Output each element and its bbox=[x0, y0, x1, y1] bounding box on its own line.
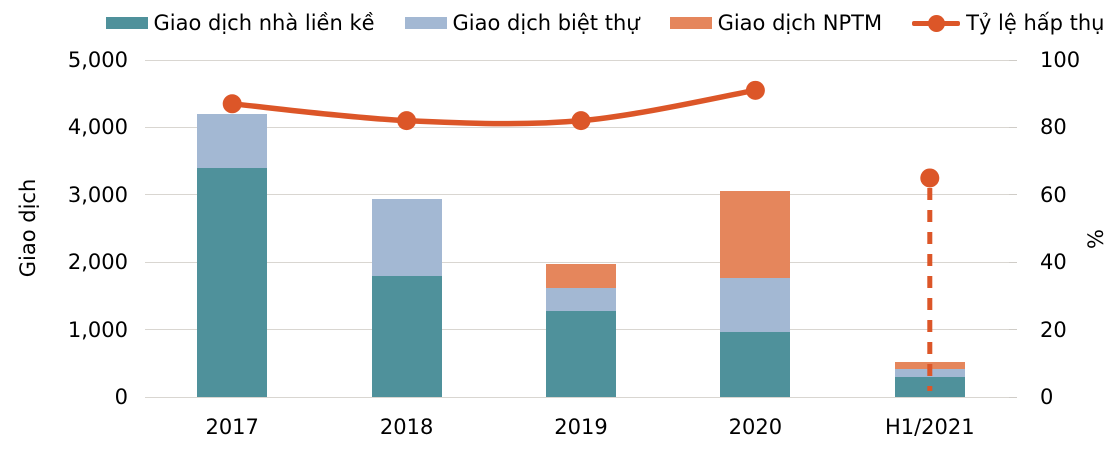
y2-tick-mark bbox=[1009, 261, 1017, 263]
y2-axis-title: % bbox=[1084, 229, 1108, 249]
y2-tick-label: 0 bbox=[1040, 385, 1054, 409]
legend-label: Giao dịch nhà liền kề bbox=[153, 11, 375, 35]
bar-segment-biet-thu bbox=[371, 198, 442, 276]
legend-label: Tỷ lệ hấp thụ bbox=[966, 11, 1105, 35]
chart-legend: Giao dịch nhà liền kề Giao dịch biệt thự G… bbox=[105, 8, 1105, 38]
bar-segment-biet-thu bbox=[894, 369, 965, 378]
bar-segment-nha-lien-ke bbox=[720, 331, 791, 397]
bar-segment-nha-lien-ke bbox=[371, 275, 442, 397]
bar-segment-biet-thu bbox=[197, 113, 268, 168]
y2-tick-mark bbox=[1009, 329, 1017, 331]
y2-tick-label: 20 bbox=[1040, 317, 1067, 342]
bar-segment-nha-lien-ke bbox=[546, 310, 616, 397]
legend-swatch-icon bbox=[105, 17, 148, 29]
y2-tick-label: 40 bbox=[1040, 250, 1067, 275]
bar-segment-nha-lien-ke bbox=[894, 377, 965, 397]
legend-item-nptm: Giao dịch NPTM bbox=[669, 8, 883, 38]
legend-item-ty-le-hap-thu: Tỷ lệ hấp thụ bbox=[912, 8, 1105, 38]
x-tick-label: H1/2021 bbox=[884, 415, 975, 439]
bar-segment-nptm bbox=[894, 361, 965, 370]
y-tick-label: 3,000 bbox=[67, 182, 128, 207]
y-tick-label: 1,000 bbox=[67, 317, 128, 342]
bar-segment-biet-thu bbox=[546, 287, 616, 311]
x-tick-label: 2018 bbox=[379, 415, 434, 439]
x-tick-label: 2019 bbox=[554, 415, 608, 439]
y2-tick-mark bbox=[1009, 59, 1017, 61]
absorption-marker bbox=[222, 94, 242, 114]
y-tick-label: 4,000 bbox=[67, 115, 128, 140]
y-tick-label: 5,000 bbox=[67, 48, 128, 72]
bar-segment-nha-lien-ke bbox=[197, 167, 268, 397]
bar-segment-nptm bbox=[546, 263, 616, 288]
gridline bbox=[145, 261, 1017, 263]
bar-segment-nptm bbox=[720, 190, 791, 279]
y2-tick-label: 100 bbox=[1040, 48, 1081, 72]
legend-line-marker-icon bbox=[912, 13, 961, 33]
absorption-marker bbox=[745, 80, 765, 100]
y-tick-label: 0 bbox=[114, 385, 128, 409]
gridline bbox=[145, 59, 1017, 61]
y2-tick-label: 60 bbox=[1040, 182, 1067, 207]
gridline bbox=[145, 126, 1017, 128]
absorption-line bbox=[229, 87, 759, 127]
y-tick-label: 2,000 bbox=[67, 250, 128, 275]
y2-tick-label: 80 bbox=[1040, 115, 1067, 140]
legend-label: Giao dịch biệt thự bbox=[452, 11, 640, 35]
x-tick-label: 2017 bbox=[205, 415, 259, 439]
gridline bbox=[145, 396, 1017, 398]
bar-segment-biet-thu bbox=[720, 278, 791, 332]
y2-tick-mark bbox=[1009, 194, 1017, 196]
absorption-marker bbox=[920, 168, 940, 188]
legend-item-biet-thu: Giao dịch biệt thự bbox=[404, 8, 640, 38]
legend-item-nha-lien-ke: Giao dịch nhà liền kề bbox=[105, 8, 375, 38]
legend-label: Giao dịch NPTM bbox=[717, 11, 883, 35]
x-tick-label: 2020 bbox=[728, 415, 783, 439]
legend-swatch-icon bbox=[404, 17, 447, 29]
legend-swatch-icon bbox=[669, 17, 712, 29]
y2-tick-mark bbox=[1009, 396, 1017, 398]
y2-tick-mark bbox=[1009, 126, 1017, 128]
gridline bbox=[145, 194, 1017, 196]
